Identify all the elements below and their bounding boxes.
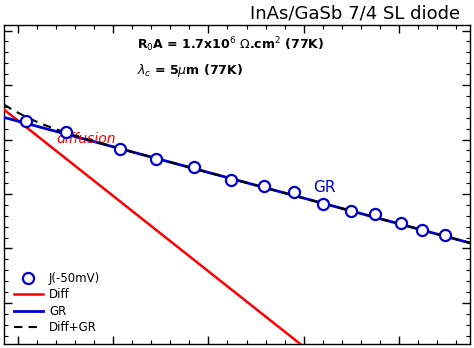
Text: R$_0$A = 1.7x10$^6$ $\Omega$.cm$^2$ (77K): R$_0$A = 1.7x10$^6$ $\Omega$.cm$^2$ (77K… <box>137 36 325 54</box>
Text: InAs/GaSb 7/4 SL diode: InAs/GaSb 7/4 SL diode <box>250 4 461 22</box>
Text: diffusion: diffusion <box>56 132 116 146</box>
Text: $\lambda_c$ = 5$\mu$m (77K): $\lambda_c$ = 5$\mu$m (77K) <box>137 62 243 79</box>
Legend: J(-50mV), Diff, GR, Diff+GR: J(-50mV), Diff, GR, Diff+GR <box>10 268 104 338</box>
Text: GR: GR <box>313 181 336 196</box>
